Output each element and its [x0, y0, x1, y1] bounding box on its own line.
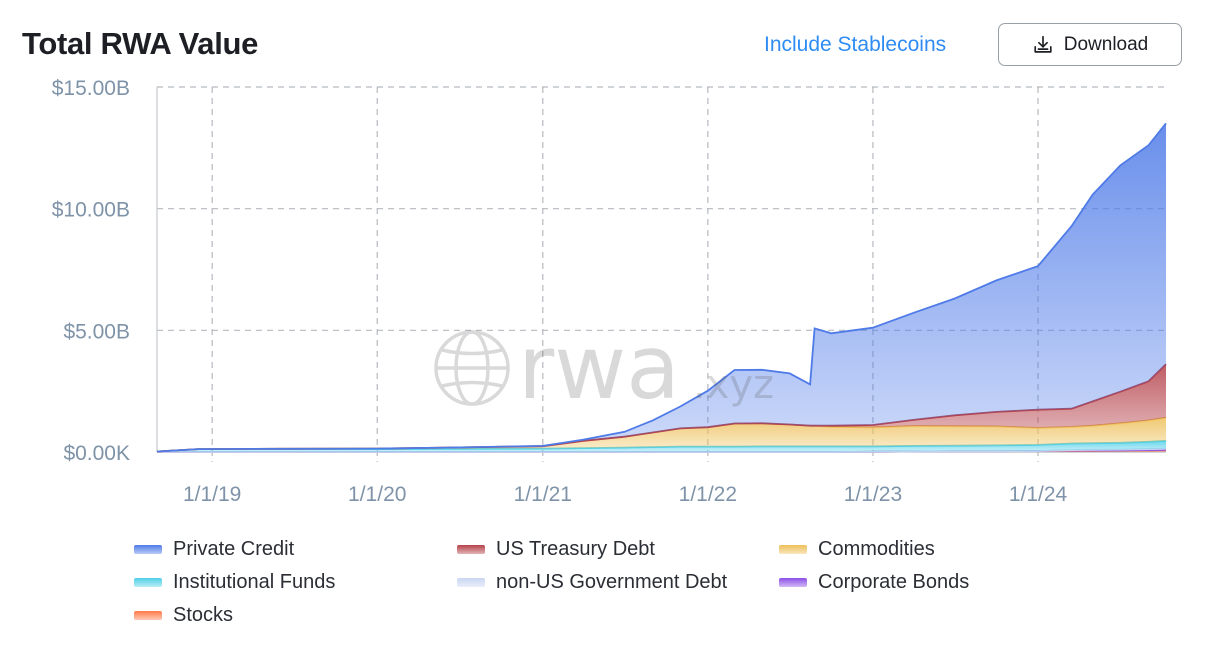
- legend-item[interactable]: non-US Government Debt: [457, 571, 727, 594]
- watermark-suffix: .xyz: [693, 362, 774, 408]
- globe-icon: [434, 330, 510, 406]
- legend-swatch: [134, 611, 162, 620]
- y-tick-label: $15.00B: [52, 77, 130, 100]
- legend-item[interactable]: Institutional Funds: [134, 571, 335, 594]
- legend-label: Stocks: [173, 604, 234, 626]
- chart-legend: Private Credit US Treasury Debt Commoditie…: [134, 538, 1034, 638]
- legend-swatch: [457, 578, 485, 587]
- legend-item[interactable]: US Treasury Debt: [457, 538, 655, 561]
- legend-swatch: [134, 545, 162, 554]
- legend-swatch: [779, 545, 807, 554]
- x-tick-label: 1/1/24: [1009, 483, 1068, 506]
- legend-label: Private Credit: [173, 538, 295, 560]
- watermark: rwa .xyz: [434, 316, 774, 419]
- download-button[interactable]: Download: [998, 23, 1182, 66]
- x-tick-label: 1/1/19: [183, 483, 241, 506]
- x-tick-label: 1/1/21: [514, 483, 572, 506]
- chart-axes: $0.00K $5.00B $10.00B $15.00B 1/1/19 1/1/20 1/…: [52, 77, 1068, 506]
- download-button-label: Download: [1063, 33, 1149, 55]
- legend-swatch: [134, 578, 162, 587]
- legend-label: Corporate Bonds: [818, 571, 970, 593]
- y-tick-label: $10.00B: [52, 199, 130, 222]
- area-series-layer: [156, 122, 1167, 453]
- y-tick-label: $0.00K: [63, 442, 130, 465]
- line-private-credit: [156, 122, 1167, 453]
- legend-label: Commodities: [818, 538, 935, 560]
- legend-item[interactable]: Corporate Bonds: [779, 571, 969, 594]
- y-tick-label: $5.00B: [63, 320, 130, 343]
- x-tick-label: 1/1/22: [679, 483, 737, 506]
- legend-swatch: [779, 578, 807, 587]
- legend-swatch: [457, 545, 485, 554]
- download-icon: [1034, 35, 1052, 53]
- legend-label: Institutional Funds: [173, 571, 336, 593]
- watermark-text: rwa: [518, 316, 680, 419]
- legend-item[interactable]: Commodities: [779, 538, 935, 561]
- legend-label: US Treasury Debt: [496, 538, 655, 560]
- include-stablecoins-toggle[interactable]: Include Stablecoins: [764, 33, 947, 56]
- legend-item[interactable]: Stocks: [134, 604, 233, 627]
- chart-title: Total RWA Value: [22, 26, 259, 61]
- area-private-credit[interactable]: [157, 123, 1166, 452]
- x-tick-label: 1/1/20: [348, 483, 406, 506]
- legend-item[interactable]: Private Credit: [134, 538, 294, 561]
- x-tick-label: 1/1/23: [844, 483, 902, 506]
- legend-label: non-US Government Debt: [496, 571, 728, 593]
